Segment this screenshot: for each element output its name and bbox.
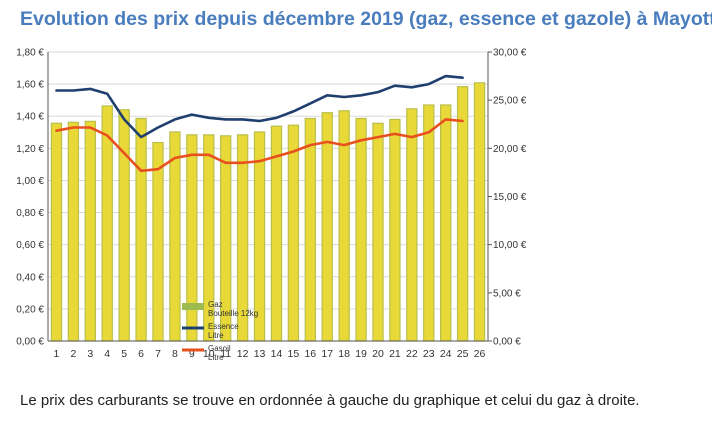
- x-tick-label: 17: [321, 348, 333, 360]
- x-tick-label: 25: [457, 348, 469, 360]
- legend-label-gaz: Gaz Bouteille 12kg: [208, 300, 258, 318]
- x-tick-label: 12: [237, 348, 249, 360]
- gaz-bar-21: [389, 118, 401, 342]
- x-tick-label: 5: [121, 348, 127, 360]
- x-tick-label: 18: [338, 348, 350, 360]
- right-tick-label: 30,00 €: [493, 48, 527, 59]
- x-tick-label: 23: [423, 348, 435, 360]
- x-tick-label: 14: [271, 348, 283, 360]
- gaz-bar-7: [152, 141, 164, 342]
- left-tick-label: 1,60 €: [16, 80, 44, 91]
- gaz-bar-26: [473, 82, 486, 342]
- x-tick-label: 26: [474, 348, 486, 360]
- essence-line: [55, 74, 464, 139]
- left-tick-label: 0,00 €: [16, 337, 44, 348]
- x-tick-label: 13: [254, 348, 266, 360]
- x-tick-label: 8: [172, 348, 178, 360]
- x-tick-label: 11: [220, 348, 231, 360]
- left-axis-ticks: 0,00 € 0,20 € 0,40 € 0,60 € 0,80 € 1,00 € 1,20…: [16, 48, 44, 348]
- gaz-bar-16: [304, 117, 316, 342]
- gaz-bar-9: [186, 134, 198, 342]
- right-tick-label: 15,00 €: [493, 192, 527, 203]
- left-tick-label: 0,40 €: [16, 272, 44, 283]
- axes: [47, 52, 489, 342]
- legend-swatch-gaz: [182, 303, 204, 310]
- right-tick-label: 25,00 €: [493, 96, 527, 107]
- x-tick-label: 21: [389, 348, 401, 360]
- right-axis-ticks: 0,00 € 5,00 € 10,00 € 15,00 € 20,00 € 25,00 €…: [488, 48, 527, 348]
- left-tick-label: 0,80 €: [16, 208, 44, 219]
- gridlines: [48, 51, 488, 342]
- x-tick-label: 3: [87, 348, 93, 360]
- x-tick-label: 22: [406, 348, 418, 360]
- gaz-bar-20: [372, 122, 384, 342]
- x-axis-ticks: 1 2 3 4 5 6 7 8 9 10 11 12 13 14 15 16 17 18 19 20 21 22 23 24 2…: [54, 348, 486, 360]
- legend: Gaz Bouteille 12kg Essence Litre Gasoil Litre: [182, 300, 258, 362]
- left-tick-label: 1,80 €: [16, 48, 44, 59]
- gaz-bar-19: [355, 117, 367, 342]
- gaz-bar-8: [169, 131, 181, 342]
- chart: 0,00 € 0,20 € 0,40 € 0,60 € 0,80 € 1,00 € 1,20…: [16, 48, 527, 363]
- gaz-bar-15: [287, 124, 300, 342]
- chart-title: Evolution des prix depuis décembre 2019 …: [20, 8, 712, 30]
- left-tick-label: 1,00 €: [16, 176, 44, 187]
- right-tick-label: 0,00 €: [493, 337, 521, 348]
- x-tick-label: 20: [372, 348, 384, 360]
- x-tick-label: 4: [104, 348, 110, 360]
- left-tick-label: 0,60 €: [16, 240, 44, 251]
- x-tick-label: 24: [440, 348, 452, 360]
- left-tick-label: 1,20 €: [16, 144, 44, 155]
- gasoil-line: [55, 118, 464, 173]
- gaz-bar-24: [440, 104, 452, 342]
- x-tick-label: 19: [355, 348, 367, 360]
- legend-label-essence: Essence Litre: [208, 322, 239, 340]
- gaz-bar-17: [321, 112, 333, 342]
- x-tick-label: 2: [70, 348, 76, 360]
- gaz-bar-2: [67, 121, 80, 342]
- x-tick-label: 10: [203, 348, 215, 360]
- gaz-bar-5: [118, 109, 130, 342]
- left-tick-label: 0,20 €: [16, 304, 44, 315]
- gaz-bars: [50, 82, 486, 342]
- price-lines: [55, 74, 464, 173]
- gaz-bar-23: [423, 104, 435, 342]
- right-tick-label: 20,00 €: [493, 144, 527, 155]
- left-tick-label: 1,40 €: [16, 112, 44, 123]
- x-tick-label: 7: [155, 348, 161, 360]
- x-tick-label: 1: [54, 348, 60, 360]
- gaz-bar-3: [84, 120, 96, 342]
- legend-label-gasoil: Gasoil Litre: [208, 344, 231, 362]
- gaz-bar-4: [101, 105, 113, 342]
- x-tick-label: 6: [138, 348, 144, 360]
- x-tick-label: 15: [288, 348, 300, 360]
- right-tick-label: 10,00 €: [493, 240, 527, 251]
- gaz-bar-6: [135, 117, 147, 342]
- right-tick-label: 5,00 €: [493, 288, 521, 299]
- gaz-bar-25: [456, 86, 469, 342]
- chart-caption: Le prix des carburants se trouve en ordo…: [20, 392, 640, 409]
- x-tick-label: 16: [304, 348, 316, 360]
- gaz-bar-22: [406, 108, 418, 342]
- x-tick-label: 9: [189, 348, 195, 360]
- gaz-bar-1: [50, 122, 63, 342]
